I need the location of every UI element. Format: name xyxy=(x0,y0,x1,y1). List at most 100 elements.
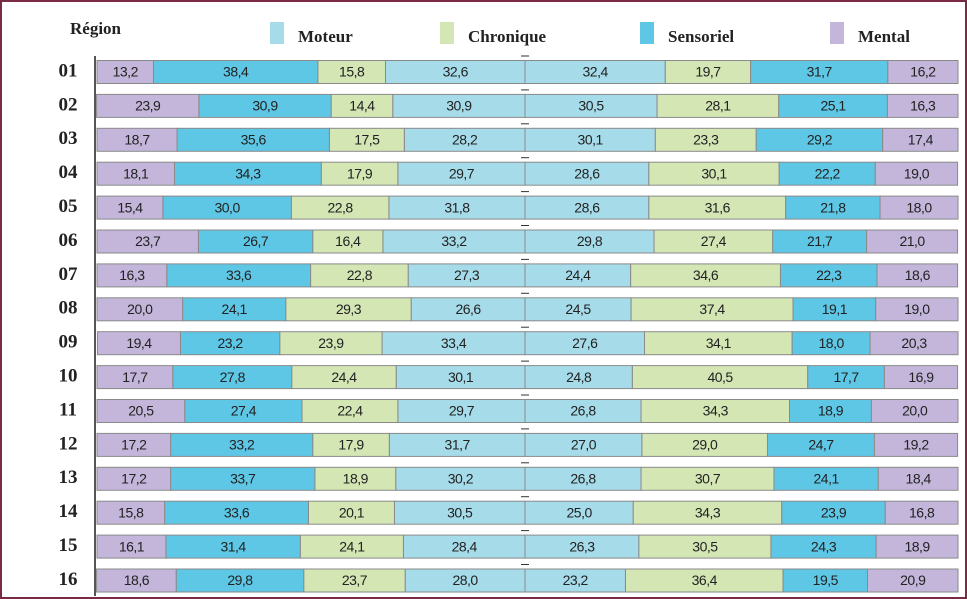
data-label: 24,1 xyxy=(222,301,248,317)
bar-segment xyxy=(96,466,172,491)
data-label: 17,4 xyxy=(908,132,934,148)
data-label: 28,1 xyxy=(705,98,731,114)
data-label: 23,2 xyxy=(563,572,589,588)
data-label: 22,2 xyxy=(815,165,841,181)
data-label: 24,4 xyxy=(565,267,591,283)
bar-segment xyxy=(873,432,959,457)
data-label: 13,2 xyxy=(113,64,139,80)
data-label: 18,0 xyxy=(819,335,845,351)
legend-label: Moteur xyxy=(298,27,353,46)
bar-segment xyxy=(875,534,959,559)
data-label: 18,0 xyxy=(906,199,932,215)
data-label: 22,8 xyxy=(347,267,373,283)
data-label: 24,3 xyxy=(811,538,837,554)
data-label: 15,4 xyxy=(117,199,143,215)
data-label: 34,3 xyxy=(695,504,721,520)
bar-segment xyxy=(96,399,186,423)
data-label: 21,8 xyxy=(820,199,846,215)
data-label: 31,7 xyxy=(807,64,833,80)
bar-segment xyxy=(96,60,154,84)
y-tick-label: 01 xyxy=(59,60,78,81)
data-label: 31,8 xyxy=(444,199,470,215)
data-label: 25,0 xyxy=(567,504,593,520)
y-tick-label: 10 xyxy=(59,365,78,386)
y-tick-label: 08 xyxy=(59,298,78,319)
data-label: 23,3 xyxy=(693,132,719,148)
bar-segment xyxy=(96,229,199,254)
data-label: 22,4 xyxy=(337,403,363,419)
data-label: 26,3 xyxy=(569,538,595,554)
data-label: 20,0 xyxy=(127,301,153,317)
y-tick-label: 15 xyxy=(59,535,78,556)
bar-segment xyxy=(96,127,178,152)
data-label: 32,6 xyxy=(443,64,469,80)
bar-segment xyxy=(875,297,959,322)
data-label: 29,7 xyxy=(449,165,475,181)
data-label: 29,8 xyxy=(577,233,603,249)
y-tick-label: 12 xyxy=(59,433,78,454)
data-label: 30,5 xyxy=(578,98,604,114)
data-label: 34,1 xyxy=(706,335,732,351)
data-label: 30,1 xyxy=(448,369,474,385)
data-label: 16,3 xyxy=(119,267,145,283)
data-label: 20,1 xyxy=(339,504,365,520)
data-label: 33,2 xyxy=(229,437,255,453)
legend-swatch xyxy=(440,22,454,44)
legend-label: Sensoriel xyxy=(668,27,734,46)
bar-segment xyxy=(877,466,959,491)
data-label: 18,9 xyxy=(904,538,930,554)
data-label: 33,2 xyxy=(441,233,467,249)
data-label: 18,1 xyxy=(123,165,149,181)
y-tick-label: 07 xyxy=(59,264,79,285)
data-label: 18,6 xyxy=(905,267,931,283)
y-tick-label: 03 xyxy=(59,128,78,149)
data-label: 31,6 xyxy=(705,199,731,215)
bar-segment xyxy=(882,127,959,152)
data-label: 23,9 xyxy=(135,98,161,114)
data-label: 24,7 xyxy=(808,437,834,453)
data-label: 29,2 xyxy=(807,132,833,148)
data-label: 29,8 xyxy=(227,572,253,588)
y-tick-label: 11 xyxy=(59,399,77,420)
bar-segment xyxy=(96,500,166,525)
data-label: 19,4 xyxy=(126,335,152,351)
data-label: 24,5 xyxy=(565,301,591,317)
y-tick-label: 04 xyxy=(59,162,79,183)
data-label: 20,5 xyxy=(128,403,154,419)
data-label: 16,3 xyxy=(910,98,936,114)
data-label: 28,6 xyxy=(574,165,600,181)
bar-segment xyxy=(867,568,959,593)
data-label: 26,6 xyxy=(455,301,481,317)
data-label: 30,1 xyxy=(578,132,604,148)
data-label: 25,1 xyxy=(820,98,846,114)
data-label: 17,9 xyxy=(347,165,373,181)
data-label: 30,1 xyxy=(701,165,727,181)
data-label: 17,9 xyxy=(338,437,364,453)
data-label: 36,4 xyxy=(692,572,718,588)
data-label: 16,8 xyxy=(909,504,935,520)
data-label: 16,4 xyxy=(335,233,361,249)
bar-segment xyxy=(96,432,172,457)
bar-segment xyxy=(96,161,175,186)
bar-segment xyxy=(96,365,174,390)
data-label: 31,4 xyxy=(220,538,246,554)
data-label: 30,2 xyxy=(448,471,474,487)
data-label: 20,0 xyxy=(902,403,928,419)
data-label: 28,4 xyxy=(452,538,478,554)
data-label: 24,1 xyxy=(814,471,840,487)
legend-label: Mental xyxy=(858,27,910,46)
data-label: 27,6 xyxy=(572,335,598,351)
legend-swatch xyxy=(830,22,844,44)
y-tick-label: 16 xyxy=(59,569,78,590)
data-label: 19,7 xyxy=(695,64,721,80)
data-label: 23,7 xyxy=(342,572,368,588)
data-label: 22,8 xyxy=(327,199,353,215)
bar-segment xyxy=(876,263,959,288)
data-label: 18,7 xyxy=(124,132,150,148)
data-label: 20,3 xyxy=(901,335,927,351)
bar-segment xyxy=(96,568,177,593)
y-tick-label: 09 xyxy=(59,332,78,353)
data-label: 18,6 xyxy=(124,572,150,588)
data-label: 23,9 xyxy=(821,504,847,520)
